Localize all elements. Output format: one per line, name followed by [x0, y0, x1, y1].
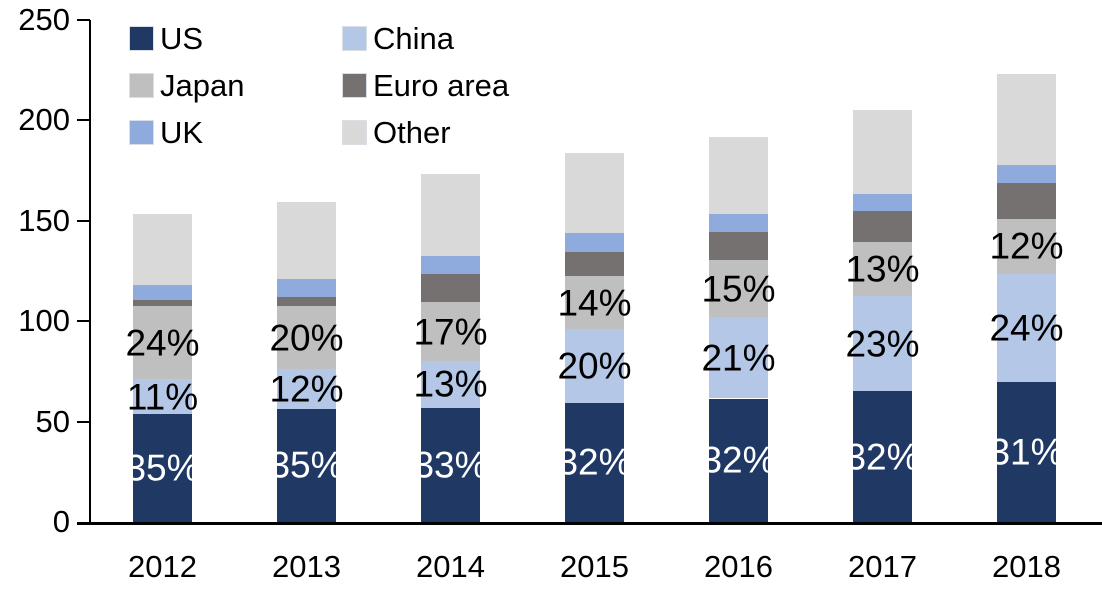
bar-segment-us-2018 — [997, 382, 1056, 522]
bar-label-japan-2012: 24% — [125, 322, 200, 364]
bar-label-japan-2018: 12% — [989, 225, 1064, 267]
y-axis-tick-label: 50 — [35, 403, 70, 439]
legend-label-euro-area: Euro area — [373, 68, 510, 103]
bar-segment-euro-area-2012 — [133, 300, 192, 307]
x-axis-tick-label-2015: 2015 — [560, 549, 629, 584]
bar-segment-us-2012 — [133, 413, 192, 522]
bar-segment-euro-area-2013 — [277, 297, 336, 307]
x-axis-tick-label-2018: 2018 — [992, 549, 1061, 584]
bar-label-us-2017: 32% — [845, 436, 920, 478]
bar-label-china-2018: 24% — [989, 307, 1064, 349]
bar-segment-japan-2018 — [997, 218, 1056, 274]
y-axis-tick-mark — [77, 420, 90, 423]
bar-label-japan-2014: 17% — [413, 311, 488, 353]
bar-segment-uk-2012 — [133, 285, 192, 301]
bar-label-china-2017: 23% — [845, 323, 920, 365]
bar-label-japan-2013: 20% — [269, 317, 344, 359]
bar-segment-china-2013 — [277, 369, 336, 409]
y-axis-tick-label: 150 — [18, 202, 70, 238]
bar-segment-us-2015 — [565, 402, 624, 522]
bar-segment-japan-2013 — [277, 306, 336, 370]
bar-segment-china-2018 — [997, 274, 1056, 383]
bar-segment-us-2017 — [853, 391, 912, 522]
legend-label-us: US — [160, 21, 204, 56]
bar-label-us-2016: 32% — [701, 439, 776, 481]
bar-label-us-2018: 31% — [989, 431, 1064, 473]
bar-segment-japan-2014 — [421, 302, 480, 362]
y-axis-tick-mark — [77, 219, 90, 222]
y-axis-line — [89, 20, 91, 525]
bar-segment-japan-2012 — [133, 306, 192, 380]
bar-segment-euro-area-2015 — [565, 251, 624, 277]
bar-segment-euro-area-2016 — [709, 231, 768, 260]
y-axis-tick-label: 100 — [18, 303, 70, 339]
bar-label-china-2015: 20% — [557, 345, 632, 387]
y-axis-tick-mark — [77, 119, 90, 122]
bar-segment-uk-2018 — [997, 164, 1056, 183]
legend-label-other: Other — [373, 115, 451, 150]
bar-segment-euro-area-2014 — [421, 274, 480, 303]
y-axis-tick-label: 250 — [18, 2, 70, 37]
legend-swatch-japan — [130, 74, 153, 97]
bar-segment-us-2016 — [709, 398, 768, 522]
bar-label-china-2013: 12% — [269, 368, 344, 410]
y-axis-tick-label: 200 — [18, 102, 70, 138]
bar-segment-china-2015 — [565, 329, 624, 403]
bar-segment-us-2013 — [277, 408, 336, 522]
bar-segment-china-2014 — [421, 361, 480, 408]
bar-label-us-2015: 32% — [557, 441, 632, 483]
bar-segment-china-2016 — [709, 317, 768, 399]
x-axis-tick-label-2017: 2017 — [848, 549, 917, 584]
bar-segment-japan-2016 — [709, 259, 768, 318]
legend-swatch-euro-area — [343, 74, 366, 97]
bar-label-japan-2016: 15% — [701, 268, 776, 310]
bar-segment-uk-2014 — [421, 255, 480, 274]
x-axis-tick-label-2016: 2016 — [704, 549, 773, 584]
bar-segment-china-2017 — [853, 296, 912, 392]
bar-segment-euro-area-2017 — [853, 210, 912, 242]
legend-label-china: China — [373, 21, 454, 56]
y-axis-tick-mark — [77, 320, 90, 323]
bar-segment-other-2018 — [997, 74, 1056, 165]
bar-label-japan-2017: 13% — [845, 248, 920, 290]
bar-segment-china-2012 — [133, 379, 192, 414]
bar-segment-uk-2016 — [709, 213, 768, 232]
bar-label-us-2014: 33% — [413, 444, 488, 486]
legend-label-japan: Japan — [160, 68, 245, 103]
bar-segment-japan-2015 — [565, 276, 624, 330]
bar-segment-uk-2015 — [565, 232, 624, 252]
bar-label-china-2016: 21% — [701, 337, 776, 379]
bar-segment-other-2017 — [853, 110, 912, 194]
y-axis-tick-label: 0 — [52, 504, 70, 539]
bar-segment-japan-2017 — [853, 241, 912, 297]
bar-label-japan-2015: 14% — [557, 282, 632, 324]
bar-segment-other-2014 — [421, 173, 480, 256]
bar-segment-other-2013 — [277, 201, 336, 280]
bar-label-china-2014: 13% — [413, 363, 488, 405]
y-axis-tick-mark — [77, 19, 90, 21]
legend-label-uk: UK — [160, 115, 204, 150]
x-axis-tick-label-2014: 2014 — [416, 549, 485, 584]
bar-label-us-2012: 35% — [125, 447, 200, 489]
bar-segment-uk-2017 — [853, 193, 912, 211]
bar-segment-us-2014 — [421, 407, 480, 522]
x-axis-line — [77, 522, 1102, 525]
legend-swatch-china — [343, 27, 366, 50]
x-axis-tick-label-2012: 2012 — [128, 549, 197, 584]
bar-segment-other-2015 — [565, 152, 624, 233]
legend-swatch-uk — [130, 121, 153, 144]
x-axis-tick-label-2013: 2013 — [272, 549, 341, 584]
legend-swatch-us — [130, 27, 153, 50]
bar-segment-other-2012 — [133, 213, 192, 286]
bar-segment-euro-area-2018 — [997, 182, 1056, 219]
bar-label-china-2012: 11% — [126, 376, 199, 417]
legend-swatch-other — [343, 121, 366, 144]
bar-segment-uk-2013 — [277, 279, 336, 298]
bar-label-us-2013: 35% — [269, 444, 344, 486]
bar-segment-other-2016 — [709, 137, 768, 214]
